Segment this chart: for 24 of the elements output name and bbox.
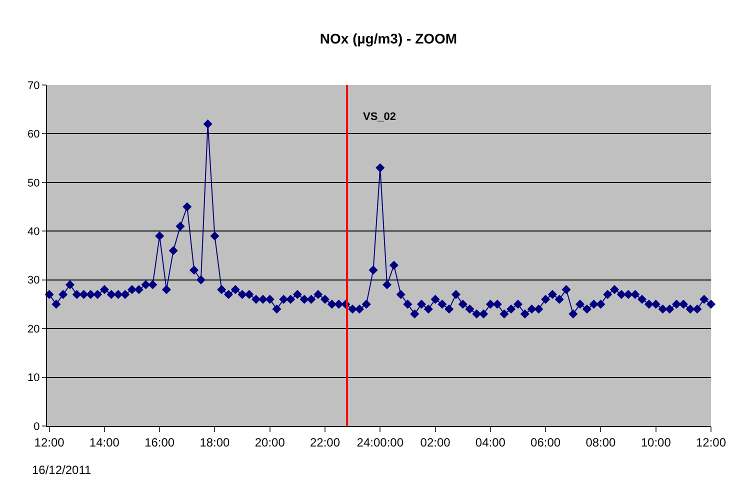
y-tick-label: 70 <box>28 80 40 92</box>
chart-title: NOx (µg/m3) - ZOOM <box>320 30 458 47</box>
x-tick-label: 24:00:00 <box>356 435 404 450</box>
text: 16/12/2011 <box>32 463 92 477</box>
x-tick-label: 20:00 <box>254 435 286 450</box>
x-tick-label: 22:00 <box>310 435 340 450</box>
x-tick-label: 14:00 <box>89 435 120 450</box>
ref-line-label: VS_02 <box>363 111 396 123</box>
x-tick-label: 12:00 <box>34 435 65 450</box>
y-tick-label: 30 <box>28 274 40 287</box>
x-tick-label: 18:00 <box>200 435 230 450</box>
x-tick-label: 10:00 <box>640 435 672 450</box>
x-tick-label: 08:00 <box>586 435 616 450</box>
x-tick-label: 04:00 <box>475 435 506 450</box>
x-tick-label: 16:00 <box>144 435 175 450</box>
y-tick-label: 0 <box>34 420 40 433</box>
x-tick-label: 06:00 <box>530 435 561 450</box>
y-tick-label: 60 <box>28 128 40 141</box>
y-tick-label: 20 <box>28 323 40 336</box>
x-tick-label: 02:00 <box>420 435 451 450</box>
y-tick-label: 50 <box>28 177 40 190</box>
x-tick-label: 12:00 <box>696 435 726 450</box>
y-tick-label: 10 <box>28 372 40 384</box>
y-tick-label: 40 <box>28 226 40 238</box>
